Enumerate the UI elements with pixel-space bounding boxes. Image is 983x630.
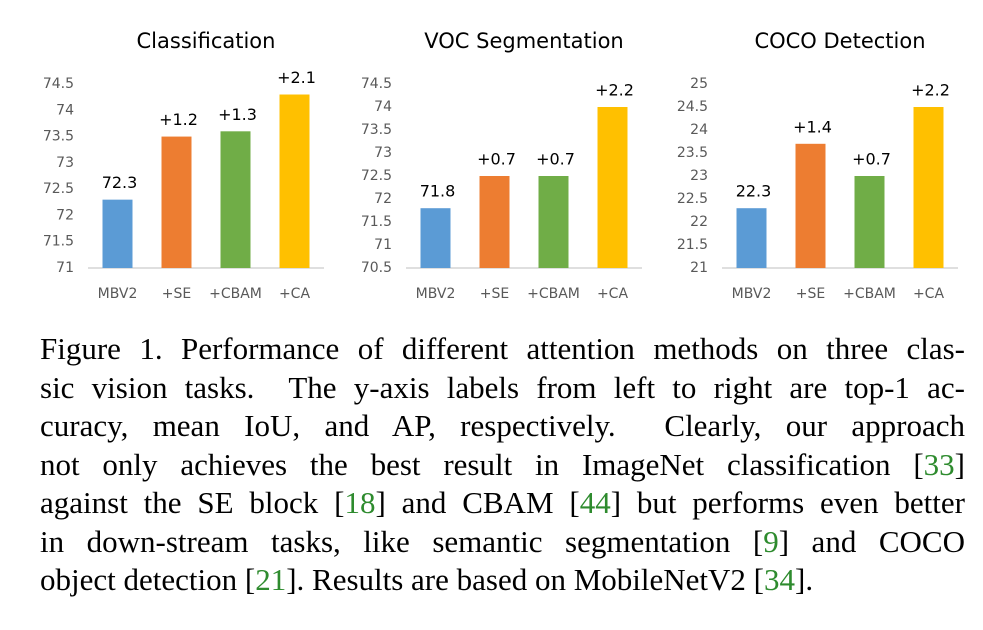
bar-annotation: +1.2 (159, 110, 198, 129)
chart-title: Classification (137, 29, 276, 53)
x-tick-label: +SE (480, 286, 509, 302)
bar (479, 176, 510, 268)
caption-text: Figure 1. Performance of different atten… (40, 331, 965, 366)
bar (736, 208, 767, 268)
bar-annotation: +0.7 (852, 150, 891, 169)
citation[interactable]: 33 (923, 446, 955, 482)
y-tick-label: 70.5 (361, 260, 392, 276)
y-tick-label: 72.5 (43, 181, 74, 197)
y-tick-label: 72.5 (361, 168, 392, 184)
citation[interactable]: 21 (255, 562, 287, 597)
caption-line: against the SE block [18] and CBAM [44] … (40, 484, 965, 523)
caption-text: ] (954, 446, 965, 482)
bar (854, 176, 885, 268)
y-tick-label: 74 (56, 102, 74, 118)
y-tick-label: 23 (690, 168, 708, 184)
caption-text: ] and COCO (778, 523, 965, 559)
bar-annotation: +2.2 (911, 81, 950, 100)
y-tick-label: 73.5 (43, 129, 74, 145)
bar-annotation: 71.8 (420, 182, 456, 201)
caption-text: ]. (795, 562, 814, 597)
chart-title: COCO Detection (754, 29, 925, 53)
x-tick-label: MBV2 (98, 286, 138, 302)
y-tick-label: 71 (56, 260, 74, 276)
citation[interactable]: 18 (344, 485, 376, 520)
bar (538, 176, 569, 268)
x-tick-label: +CA (597, 286, 629, 302)
caption-text: ] but performs even better (610, 485, 965, 520)
caption: Figure 1. Performance of different atten… (40, 330, 965, 600)
x-tick-label: +CBAM (209, 286, 262, 302)
y-tick-label: 71.5 (361, 214, 392, 230)
caption-line: sic vision tasks. The y-axis labels from… (40, 369, 965, 408)
y-tick-label: 74 (374, 99, 392, 115)
caption-text: in down-stream tasks, like semantic segm… (40, 523, 764, 559)
caption-text: curacy, mean IoU, and AP, respectively. … (40, 408, 965, 443)
bar-annotation: +0.7 (536, 150, 575, 169)
x-tick-label: +CBAM (843, 286, 896, 302)
caption-line: curacy, mean IoU, and AP, respectively. … (40, 407, 965, 446)
citation[interactable]: 44 (579, 485, 611, 520)
x-tick-label: +SE (796, 286, 825, 302)
x-tick-label: +CBAM (527, 286, 580, 302)
x-tick-label: +CA (913, 286, 945, 302)
chart-title: VOC Segmentation (424, 29, 623, 53)
caption-line: object detection [21]. Results are based… (40, 561, 965, 600)
x-tick-label: MBV2 (416, 286, 456, 302)
y-tick-label: 71.5 (43, 234, 74, 250)
bar (279, 94, 310, 268)
figure: Classification 71 71.5 72 72.5 73 73.5 74 74.5 72… (43, 29, 958, 302)
caption-line: in down-stream tasks, like semantic segm… (40, 523, 965, 562)
caption-line: Figure 1. Performance of different atten… (40, 330, 965, 369)
bar-annotation: +2.1 (277, 68, 316, 87)
bar (102, 199, 133, 268)
bar (795, 143, 826, 268)
x-tick-label: +SE (162, 286, 191, 302)
bar (161, 136, 192, 268)
bar (220, 131, 251, 268)
y-tick-label: 22 (690, 214, 708, 230)
x-tick-label: +CA (279, 286, 311, 302)
y-tick-label: 74.5 (43, 76, 74, 92)
bar (597, 107, 628, 268)
y-tick-label: 71 (374, 237, 392, 253)
bar (420, 208, 451, 268)
bar-annotation: 22.3 (736, 182, 772, 201)
caption-text: ]. Results are based on MobileNetV2 [ (286, 562, 764, 597)
caption-text: object detection [ (40, 562, 256, 597)
x-tick-label: MBV2 (732, 286, 772, 302)
citation[interactable]: 9 (763, 523, 779, 559)
y-tick-label: 74.5 (361, 76, 392, 92)
y-tick-label: 73.5 (361, 122, 392, 138)
caption-text: sic vision tasks. The y-axis labels from… (40, 369, 965, 405)
bar-annotation: +1.3 (218, 105, 257, 124)
citation[interactable]: 34 (764, 562, 795, 597)
bar-annotation: +2.2 (595, 81, 634, 100)
y-tick-label: 24 (690, 122, 708, 138)
bar-annotation: 72.3 (102, 173, 138, 192)
y-tick-label: 25 (690, 76, 708, 92)
y-tick-label: 72 (374, 191, 392, 207)
caption-text: ] and CBAM [ (375, 485, 580, 520)
y-tick-label: 21.5 (677, 237, 708, 253)
caption-text: against the SE block [ (40, 485, 345, 520)
y-tick-label: 23.5 (677, 145, 708, 161)
y-tick-label: 24.5 (677, 99, 708, 115)
caption-line: not only achieves the best result in Ima… (40, 446, 965, 485)
caption-text: not only achieves the best result in Ima… (40, 446, 924, 482)
y-tick-label: 22.5 (677, 191, 708, 207)
y-tick-label: 72 (56, 207, 74, 223)
bar-annotation: +1.4 (793, 117, 832, 136)
bar-annotation: +0.7 (477, 150, 516, 169)
y-tick-label: 73 (56, 155, 74, 171)
bar (913, 107, 944, 268)
y-tick-label: 21 (690, 260, 708, 276)
y-tick-label: 73 (374, 145, 392, 161)
